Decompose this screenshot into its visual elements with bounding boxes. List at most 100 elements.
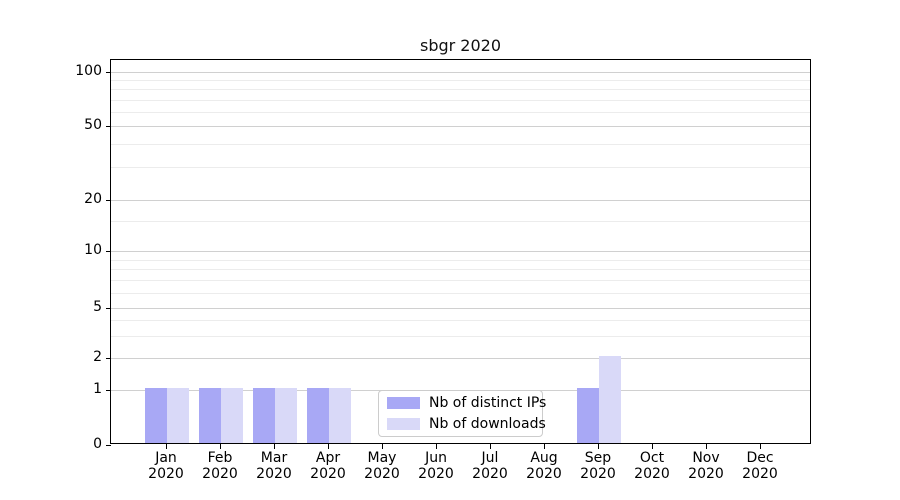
x-tick-mark	[328, 444, 329, 449]
major-gridline	[111, 200, 810, 202]
x-tick-month: Oct	[639, 450, 665, 466]
x-tick-label: Sep 2020	[568, 450, 628, 482]
x-tick-label: Aug 2020	[514, 450, 574, 482]
bar-distinct-ips	[307, 387, 329, 443]
x-tick-month: Jul	[481, 450, 499, 466]
x-tick-label: Jan 2020	[136, 450, 196, 482]
x-tick-label: Nov 2020	[676, 450, 736, 482]
x-tick-year: 2020	[472, 466, 508, 482]
bar-downloads	[599, 356, 621, 443]
x-tick-label: May 2020	[352, 450, 412, 482]
x-tick-label: Jul 2020	[460, 450, 520, 482]
legend-item-label: Nb of downloads	[429, 416, 546, 432]
bar-distinct-ips	[145, 387, 167, 443]
y-tick-label: 5	[93, 298, 102, 315]
x-tick-year: 2020	[202, 466, 238, 482]
x-tick-label: Mar 2020	[244, 450, 304, 482]
legend-item: Nb of downloads	[387, 416, 546, 432]
x-tick-month: May	[367, 450, 397, 466]
x-tick-month: Aug	[530, 450, 558, 466]
bar-downloads	[167, 387, 189, 443]
x-tick-year: 2020	[742, 466, 778, 482]
y-tick-label: 100	[75, 62, 102, 79]
y-tick-label: 50	[84, 116, 102, 133]
x-tick-year: 2020	[364, 466, 400, 482]
minor-gridline	[111, 293, 810, 294]
x-tick-label: Feb 2020	[190, 450, 250, 482]
x-tick-mark	[760, 444, 761, 449]
x-tick-year: 2020	[526, 466, 562, 482]
y-tick-label: 1	[93, 380, 102, 397]
x-tick-mark	[382, 444, 383, 449]
minor-gridline	[111, 320, 810, 322]
x-tick-month: Nov	[692, 450, 720, 466]
minor-gridline	[111, 167, 810, 169]
x-tick-year: 2020	[688, 466, 724, 482]
x-tick-label: Apr 2020	[298, 450, 358, 482]
x-tick-year: 2020	[310, 466, 346, 482]
x-tick-label: Dec 2020	[730, 450, 790, 482]
minor-gridline	[111, 89, 810, 91]
x-tick-month: Jan	[155, 450, 177, 466]
chart-title: sbgr 2020	[419, 36, 502, 55]
minor-gridline	[111, 259, 810, 261]
minor-gridline	[111, 143, 810, 145]
bar-distinct-ips	[577, 387, 599, 443]
x-tick-year: 2020	[256, 466, 292, 482]
y-tick-label: 0	[93, 436, 102, 452]
major-gridline	[111, 358, 810, 359]
y-tick-mark	[106, 389, 111, 391]
x-tick-mark	[220, 444, 221, 449]
y-tick-mark	[106, 445, 111, 446]
x-tick-month: Sep	[584, 450, 612, 466]
y-tick-mark	[106, 307, 111, 309]
plot-area	[106, 59, 811, 446]
x-tick-month: Feb	[207, 450, 233, 466]
legend-swatch	[387, 418, 420, 430]
legend-item: Nb of distinct IPs	[387, 395, 546, 411]
minor-gridline	[111, 221, 810, 223]
minor-gridline	[111, 280, 810, 282]
legend-swatch	[387, 397, 420, 409]
bar-downloads	[329, 387, 351, 443]
major-gridline	[111, 307, 810, 309]
minor-gridline	[111, 80, 810, 82]
x-tick-mark	[706, 444, 707, 449]
y-tick-label: 10	[84, 242, 102, 258]
major-gridline	[111, 251, 810, 252]
chart-legend: Nb of distinct IPs Nb of downloads	[378, 390, 546, 437]
x-tick-mark	[490, 444, 491, 449]
x-tick-month: Jun	[425, 450, 447, 466]
x-tick-mark	[436, 444, 437, 449]
x-tick-mark	[274, 444, 275, 449]
bar-distinct-ips	[199, 387, 221, 443]
minor-gridline	[111, 111, 810, 113]
y-tick-mark	[106, 251, 111, 252]
bar-downloads	[275, 387, 297, 443]
legend-item-label: Nb of distinct IPs	[429, 395, 547, 411]
major-gridline	[111, 71, 810, 73]
x-tick-mark	[652, 444, 653, 449]
minor-gridline	[111, 269, 810, 271]
bar-downloads	[221, 387, 243, 443]
x-tick-year: 2020	[148, 466, 184, 482]
y-tick-mark	[106, 125, 111, 127]
x-tick-year: 2020	[418, 466, 454, 482]
y-tick-mark	[106, 200, 111, 202]
x-tick-year: 2020	[580, 466, 616, 482]
bar-distinct-ips	[253, 387, 275, 443]
x-tick-mark	[166, 444, 167, 449]
y-tick-mark	[106, 71, 111, 73]
x-tick-label: Jun 2020	[406, 450, 466, 482]
x-tick-month: Mar	[260, 450, 288, 466]
y-tick-label: 20	[84, 191, 102, 208]
x-tick-mark	[598, 444, 599, 449]
x-tick-year: 2020	[634, 466, 670, 482]
y-tick-label: 2	[93, 349, 102, 365]
minor-gridline	[111, 335, 810, 337]
major-gridline	[111, 125, 810, 127]
y-tick-mark	[106, 358, 111, 359]
x-tick-mark	[544, 444, 545, 449]
x-tick-label: Oct 2020	[622, 450, 682, 482]
